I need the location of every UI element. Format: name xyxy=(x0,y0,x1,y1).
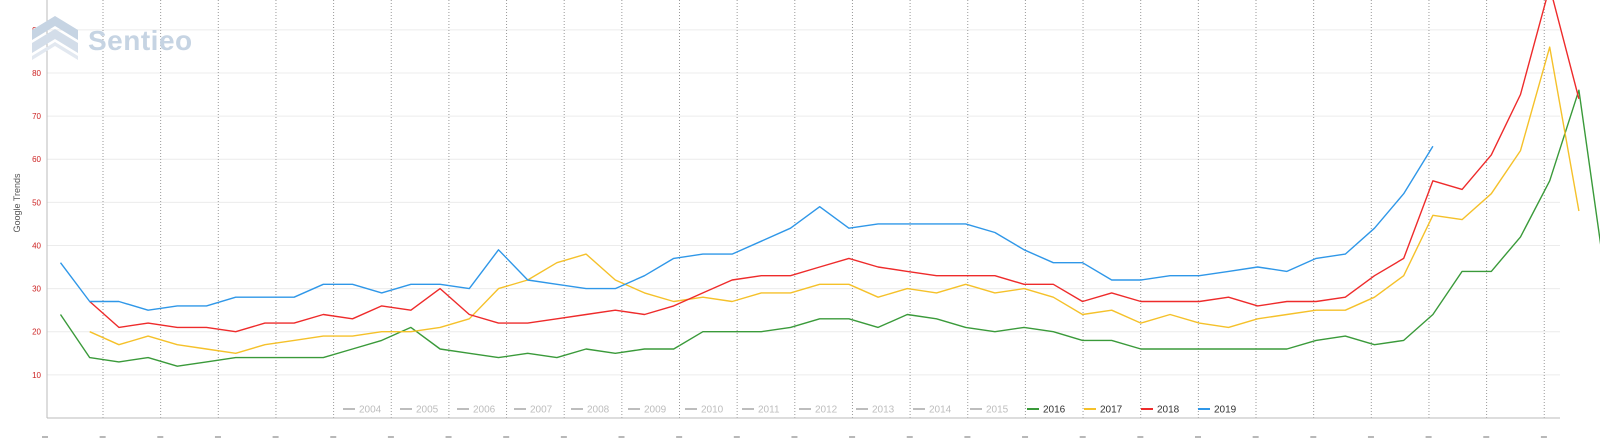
legend-item-2013[interactable]: 2013 xyxy=(856,405,895,416)
legend-item-2007[interactable]: 2007 xyxy=(514,405,553,416)
series-2017 xyxy=(89,46,1580,354)
legend-label: 2009 xyxy=(644,405,667,416)
legend-item-2018[interactable]: 2018 xyxy=(1141,405,1180,416)
series-2016 xyxy=(59,89,1600,367)
series-line-2018 xyxy=(89,0,1580,333)
legend-label: 2010 xyxy=(701,405,724,416)
legend-item-2005[interactable]: 2005 xyxy=(400,405,439,416)
legend-item-2015[interactable]: 2015 xyxy=(970,405,1009,416)
legend-item-2016[interactable]: 2016 xyxy=(1027,405,1066,416)
series-line-2019 xyxy=(59,145,1434,311)
legend-item-2010[interactable]: 2010 xyxy=(685,405,724,416)
legend-item-2014[interactable]: 2014 xyxy=(913,405,952,416)
y-tick-label: 40 xyxy=(32,241,41,250)
legend-label: 2012 xyxy=(815,405,838,416)
series-line-2016 xyxy=(59,89,1600,367)
legend-label: 2017 xyxy=(1100,405,1123,416)
legend-label: 2006 xyxy=(473,405,496,416)
legend-label: 2015 xyxy=(986,405,1009,416)
legend-label: 2018 xyxy=(1157,405,1180,416)
legend-label: 2004 xyxy=(359,405,382,416)
y-tick-label: 20 xyxy=(32,328,41,337)
legend-label: 2016 xyxy=(1043,405,1066,416)
y-tick-label: 70 xyxy=(32,112,41,121)
legend-label: 2005 xyxy=(416,405,439,416)
legend-item-2004[interactable]: 2004 xyxy=(343,405,382,416)
legend-item-2009[interactable]: 2009 xyxy=(628,405,667,416)
series-2018 xyxy=(89,0,1580,333)
legend-label: 2019 xyxy=(1214,405,1237,416)
y-tick-label: 50 xyxy=(32,198,41,207)
legend-item-2012[interactable]: 2012 xyxy=(799,405,838,416)
legend-item-2019[interactable]: 2019 xyxy=(1198,405,1237,416)
y-axis-label: Google Trends xyxy=(12,173,22,233)
y-tick-label: 10 xyxy=(32,371,41,380)
legend-item-2017[interactable]: 2017 xyxy=(1084,405,1123,416)
legend-label: 2014 xyxy=(929,405,952,416)
series-2019 xyxy=(59,145,1434,311)
legend-label: 2007 xyxy=(530,405,553,416)
legend-item-2008[interactable]: 2008 xyxy=(571,405,610,416)
sentieo-logo-icon xyxy=(32,16,78,60)
y-tick-label: 60 xyxy=(32,155,41,164)
legend-item-2011[interactable]: 2011 xyxy=(742,405,780,416)
sentieo-logo: Sentieo xyxy=(32,16,193,66)
y-tick-label: 30 xyxy=(32,285,41,294)
sentieo-logo-text: Sentieo xyxy=(88,25,193,56)
series-line-2017 xyxy=(89,46,1580,354)
legend-label: 2011 xyxy=(758,405,780,416)
y-tick-label: 80 xyxy=(32,69,41,78)
legend-label: 2013 xyxy=(872,405,895,416)
legend-item-2006[interactable]: 2006 xyxy=(457,405,496,416)
legend-label: 2008 xyxy=(587,405,610,416)
